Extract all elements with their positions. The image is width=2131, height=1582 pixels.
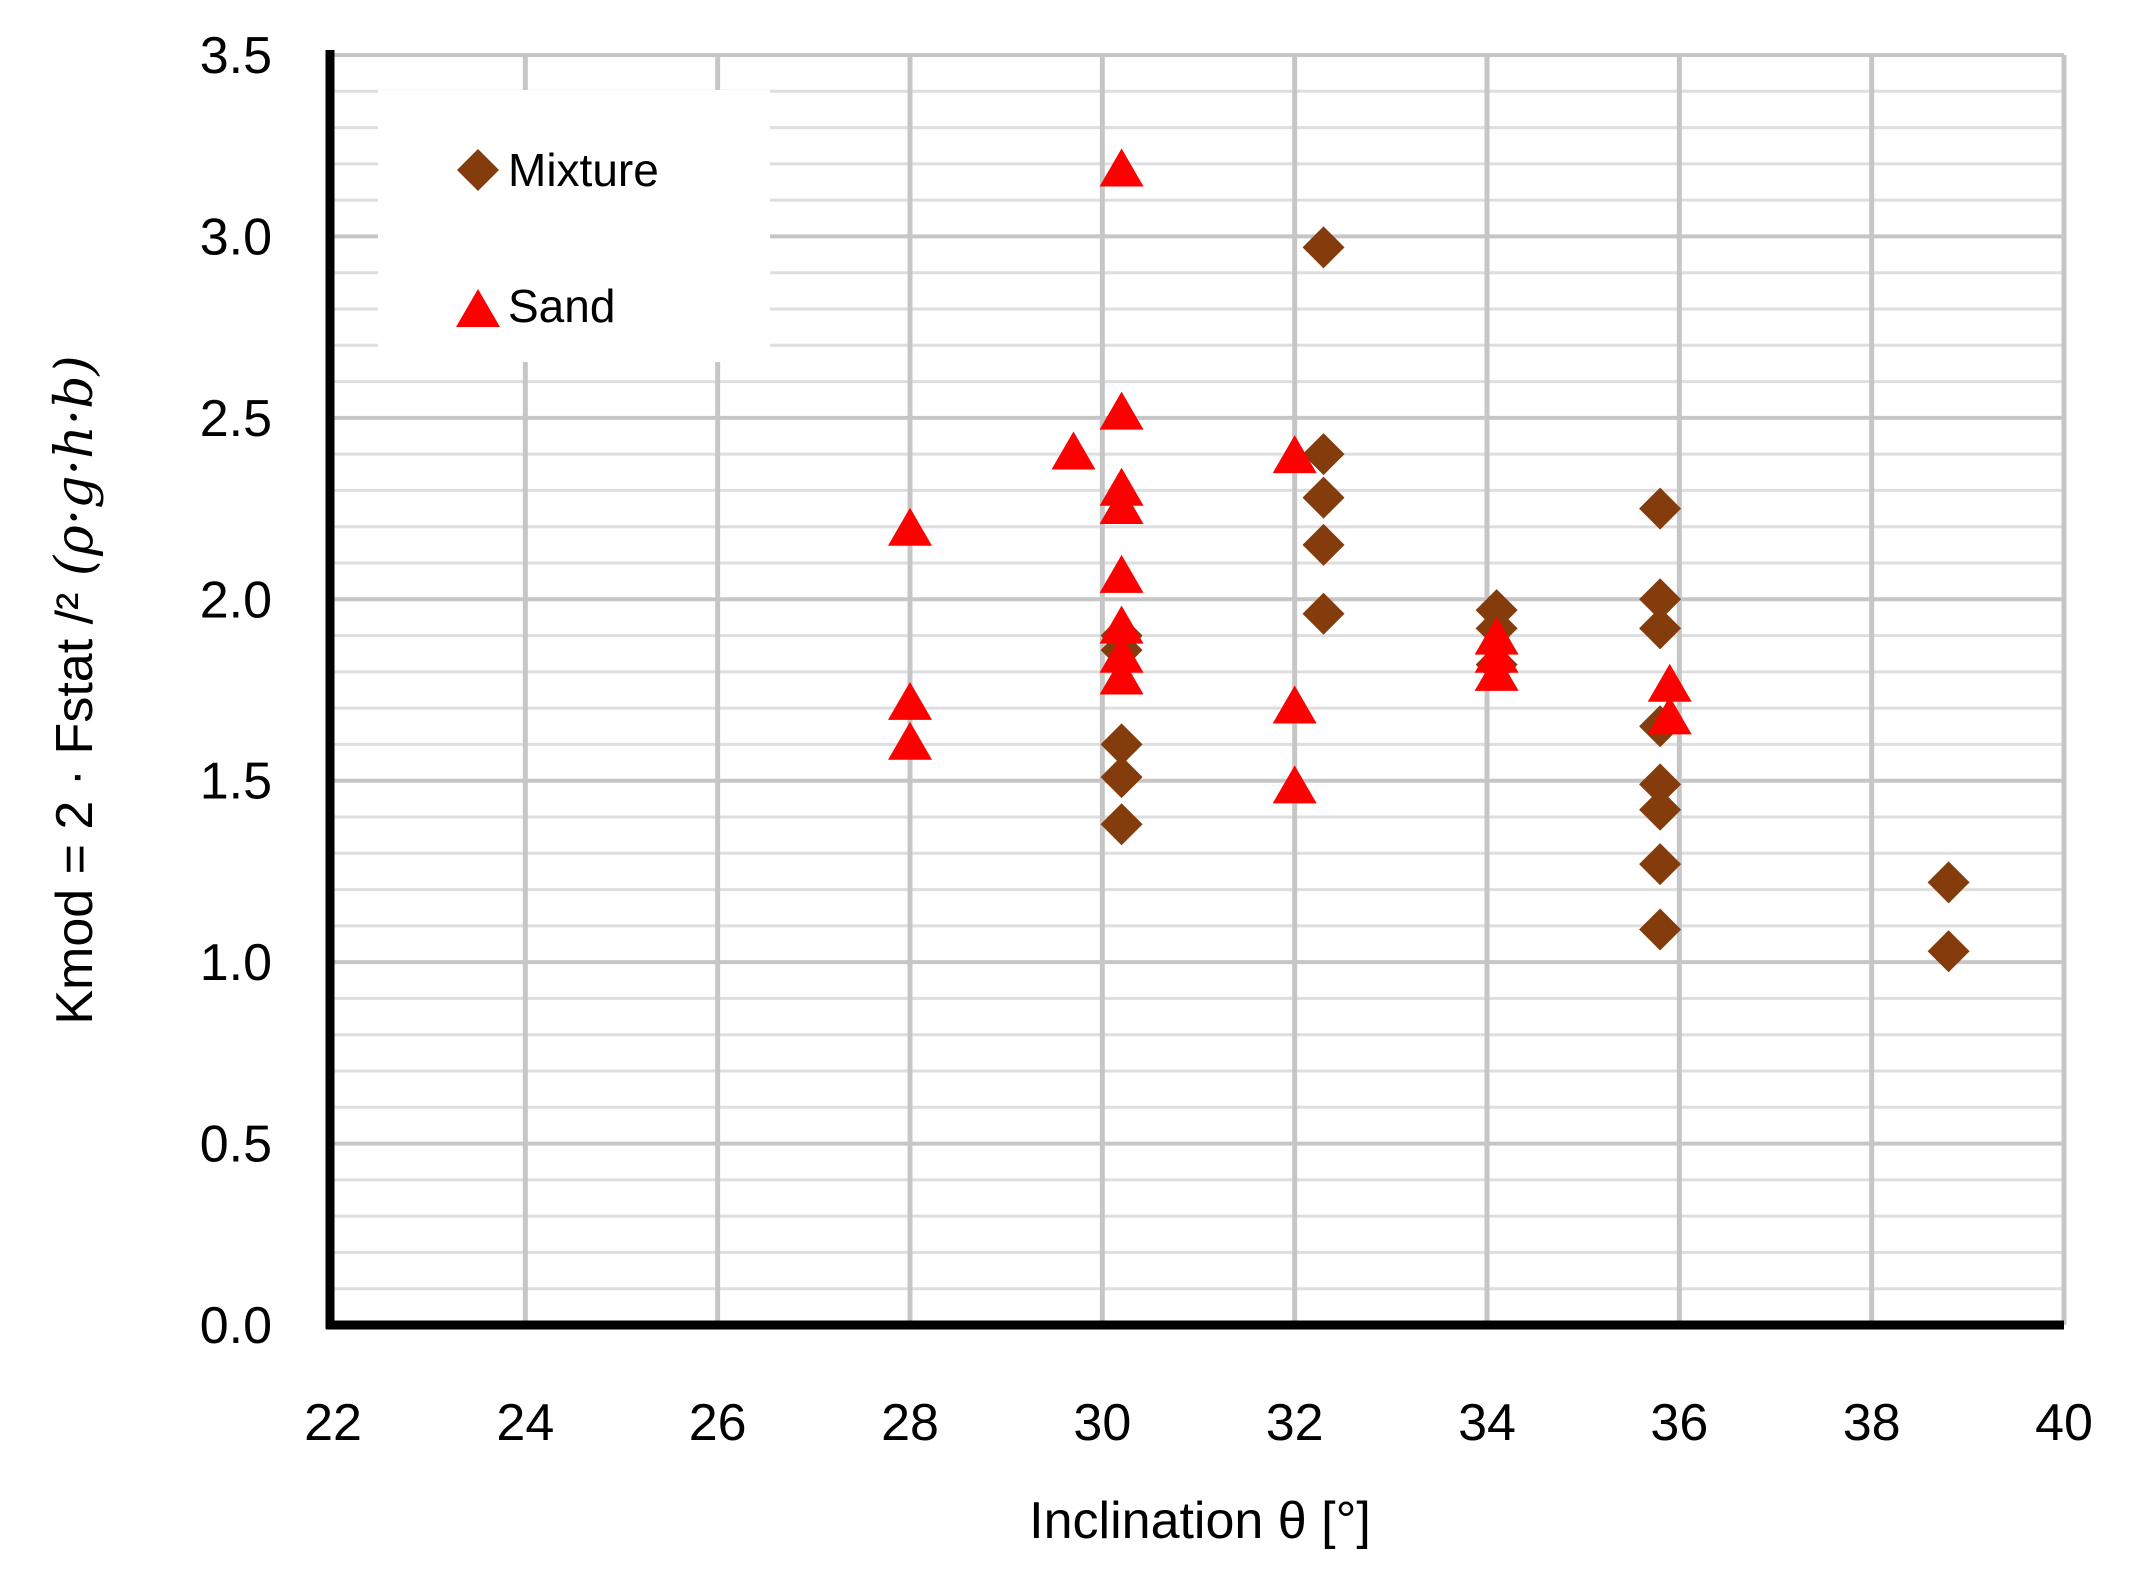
data-point-mixture bbox=[1100, 723, 1143, 766]
sand-triangle-icon bbox=[456, 289, 500, 327]
data-point-sand bbox=[888, 507, 932, 546]
x-tick-label: 28 bbox=[881, 1394, 939, 1452]
data-point-mixture bbox=[1100, 756, 1143, 799]
mixture-diamond-icon bbox=[457, 149, 499, 191]
legend-markers bbox=[456, 149, 500, 327]
data-point-mixture bbox=[1639, 578, 1682, 621]
x-tick-label: 30 bbox=[1073, 1394, 1131, 1452]
data-point-sand bbox=[888, 681, 932, 720]
data-point-sand bbox=[1099, 554, 1144, 593]
data-points bbox=[888, 148, 1970, 973]
data-point-mixture bbox=[1639, 788, 1682, 831]
x-tick-label: 32 bbox=[1266, 1394, 1324, 1452]
data-point-mixture bbox=[1302, 592, 1345, 635]
y-axis-title-main: Kmod = 2 · Fstat /² bbox=[46, 593, 104, 1025]
y-axis-title-units: (ρ·g·h·b) bbox=[45, 355, 105, 592]
data-point-mixture bbox=[1639, 607, 1682, 650]
x-tick-label: 22 bbox=[304, 1394, 362, 1452]
data-point-sand bbox=[1099, 148, 1144, 187]
y-tick-label: 3.0 bbox=[200, 208, 272, 266]
data-point-mixture bbox=[1639, 843, 1682, 886]
y-tick-label: 0.5 bbox=[200, 1116, 272, 1174]
data-point-sand bbox=[1099, 634, 1144, 673]
data-point-sand bbox=[888, 721, 932, 760]
data-point-sand bbox=[1272, 765, 1317, 804]
gridlines bbox=[333, 53, 2067, 1325]
y-axis-title: Kmod = 2 · Fstat /² (ρ·g·h·b) bbox=[45, 355, 105, 1024]
x-tick-label: 24 bbox=[496, 1394, 554, 1452]
data-point-sand bbox=[1099, 656, 1144, 695]
y-tick-label: 3.5 bbox=[200, 27, 272, 85]
data-point-mixture bbox=[1639, 908, 1682, 951]
data-point-mixture bbox=[1639, 763, 1682, 806]
y-tick-label: 2.0 bbox=[200, 571, 272, 629]
data-point-sand bbox=[1099, 391, 1144, 430]
data-point-sand bbox=[1474, 652, 1519, 691]
axis-lines bbox=[325, 50, 2064, 1330]
x-tick-label: 26 bbox=[689, 1394, 747, 1452]
y-tick-label: 1.0 bbox=[200, 934, 272, 992]
data-point-mixture bbox=[1302, 433, 1345, 476]
data-point-mixture bbox=[1639, 487, 1682, 530]
data-point-mixture bbox=[1927, 930, 1970, 973]
x-tick-label: 36 bbox=[1650, 1394, 1708, 1452]
data-point-mixture bbox=[1302, 226, 1345, 269]
tick-labels: 22 24 26 28 30 32 34 36 38 40 0.0 0.5 1.0 1.5 2.0 2.5 3.… bbox=[200, 27, 2093, 1452]
data-point-mixture bbox=[1302, 476, 1345, 519]
x-tick-label: 34 bbox=[1458, 1394, 1516, 1452]
x-tick-label: 40 bbox=[2035, 1394, 2093, 1452]
x-tick-label: 38 bbox=[1843, 1394, 1901, 1452]
data-point-sand bbox=[1647, 663, 1692, 702]
data-point-sand bbox=[1272, 685, 1317, 724]
x-axis-title: Inclination θ [°] bbox=[1029, 1492, 1371, 1550]
y-tick-label: 0.0 bbox=[200, 1297, 272, 1355]
legend-item-mixture-label: Mixture bbox=[508, 144, 659, 196]
data-point-sand bbox=[1099, 485, 1144, 524]
data-point-mixture bbox=[1302, 523, 1345, 566]
data-point-mixture bbox=[1927, 861, 1970, 904]
data-point-sand bbox=[1099, 605, 1144, 644]
data-point-sand bbox=[1051, 431, 1096, 470]
legend-item-sand-label: Sand bbox=[508, 280, 615, 332]
data-point-sand bbox=[1272, 435, 1317, 474]
data-point-sand bbox=[1647, 696, 1692, 735]
y-tick-label: 1.5 bbox=[200, 753, 272, 811]
data-point-mixture bbox=[1100, 803, 1143, 846]
legend-box bbox=[378, 90, 770, 362]
y-tick-label: 2.5 bbox=[200, 390, 272, 448]
legend-background bbox=[378, 90, 770, 362]
